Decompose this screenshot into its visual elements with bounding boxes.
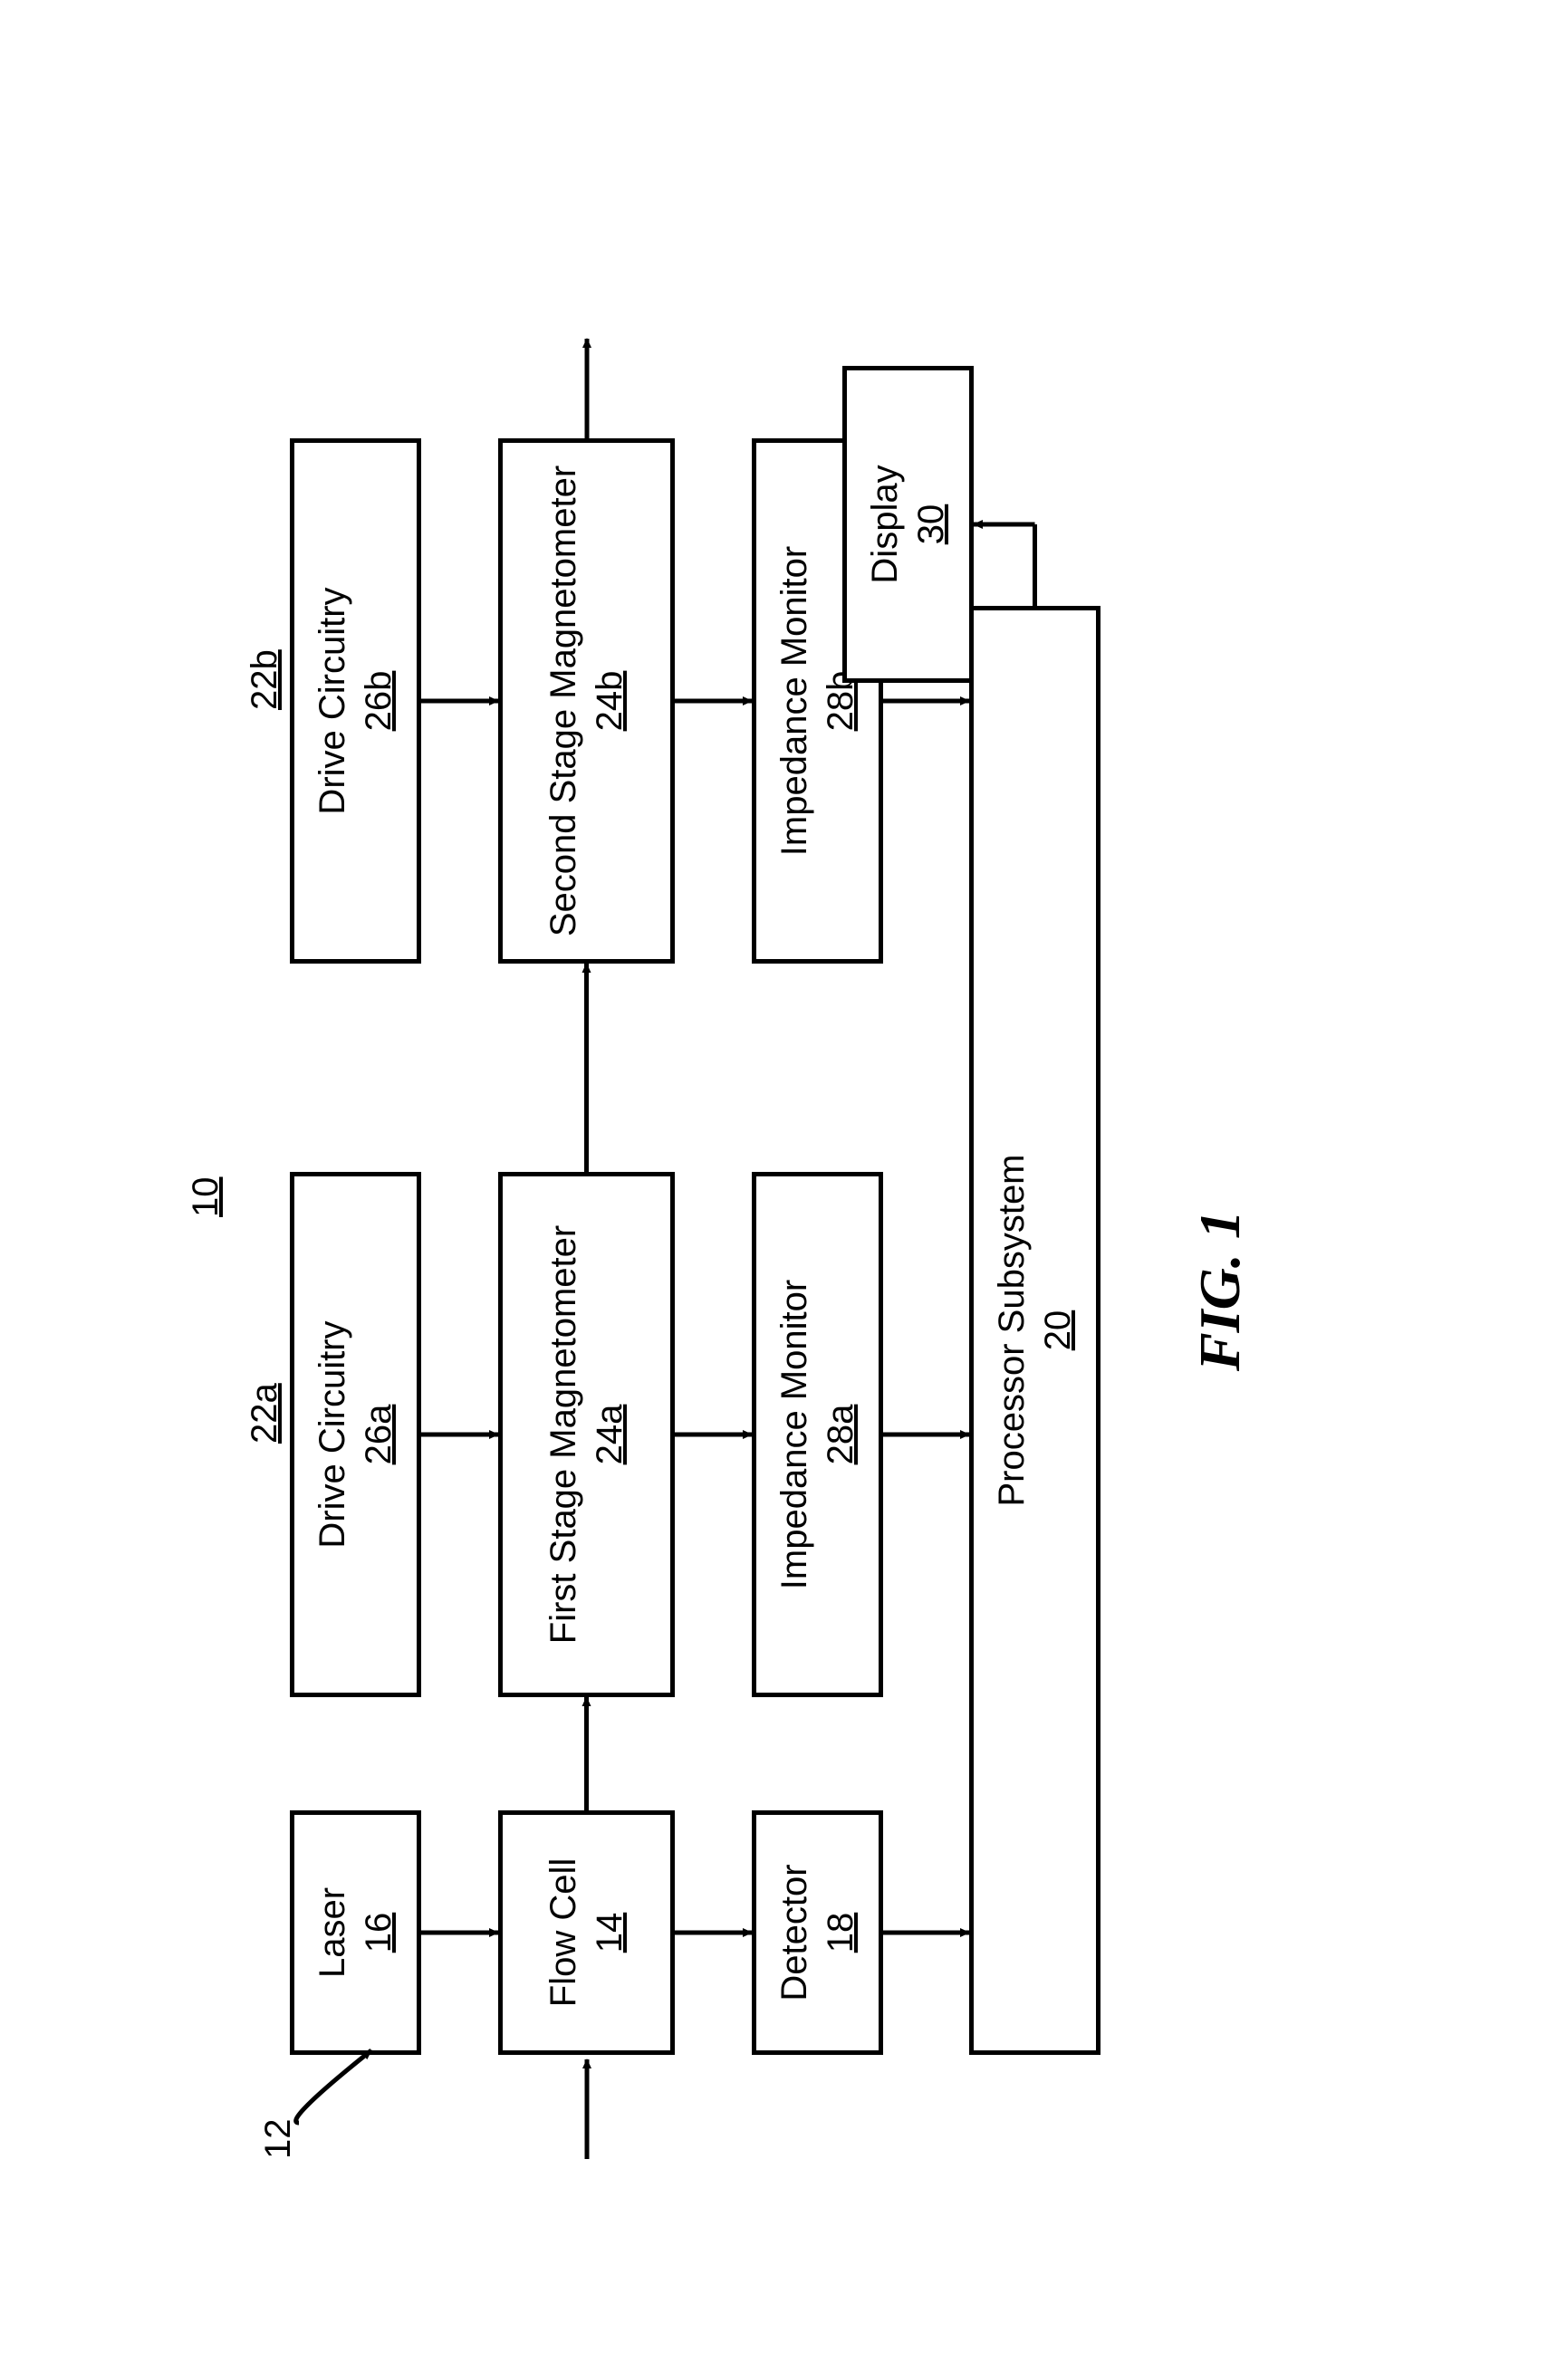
ref-imp-a: 28a bbox=[821, 1405, 861, 1465]
top-system-ref: 10 bbox=[186, 1177, 226, 1218]
diagram-canvas: 10 12 22a 22b Laser 16 Flow Cell 14 Dete… bbox=[100, 103, 1458, 2277]
block-mag-b: Second Stage Magnetometer 24b bbox=[498, 438, 675, 964]
ref-detector: 18 bbox=[821, 1913, 861, 1953]
ref-drive-a: 26a bbox=[359, 1405, 399, 1465]
block-drive-a: Drive Circuitry 26a bbox=[290, 1172, 421, 1697]
system-ref-12: 12 bbox=[258, 2119, 299, 2160]
block-mag-a: First Stage Magnetometer 24a bbox=[498, 1172, 675, 1697]
label-processor: Processor Subsystem bbox=[991, 1154, 1033, 1506]
ref-display: 30 bbox=[911, 504, 952, 545]
label-detector: Detector bbox=[774, 1864, 815, 2001]
block-detector: Detector 18 bbox=[752, 1810, 883, 2055]
block-laser: Laser 16 bbox=[290, 1810, 421, 2055]
figure-label: FIG. 1 bbox=[1187, 1210, 1254, 1371]
block-imp-a: Impedance Monitor 28a bbox=[752, 1172, 883, 1697]
block-processor: Processor Subsystem 20 bbox=[969, 606, 1100, 2055]
label-drive-b: Drive Circuitry bbox=[312, 587, 353, 814]
ref-laser: 16 bbox=[359, 1913, 399, 1953]
group-ref-22b: 22b bbox=[245, 649, 285, 710]
label-imp-a: Impedance Monitor bbox=[774, 1280, 815, 1589]
group-ref-22a: 22a bbox=[245, 1383, 285, 1444]
label-display: Display bbox=[864, 465, 906, 583]
label-flow-cell: Flow Cell bbox=[543, 1858, 584, 2007]
block-drive-b: Drive Circuitry 26b bbox=[290, 438, 421, 964]
ref-flow-cell: 14 bbox=[590, 1913, 630, 1953]
ref-mag-a: 24a bbox=[590, 1405, 630, 1465]
label-drive-a: Drive Circuitry bbox=[312, 1320, 353, 1548]
label-laser: Laser bbox=[312, 1887, 353, 1978]
label-mag-a: First Stage Magnetometer bbox=[543, 1225, 584, 1644]
block-display: Display 30 bbox=[842, 366, 974, 683]
ref-drive-b: 26b bbox=[359, 671, 399, 732]
ref-mag-b: 24b bbox=[590, 671, 630, 732]
ref-processor: 20 bbox=[1038, 1310, 1079, 1351]
label-imp-b: Impedance Monitor bbox=[774, 546, 815, 856]
block-flow-cell: Flow Cell 14 bbox=[498, 1810, 675, 2055]
label-mag-b: Second Stage Magnetometer bbox=[543, 465, 584, 936]
